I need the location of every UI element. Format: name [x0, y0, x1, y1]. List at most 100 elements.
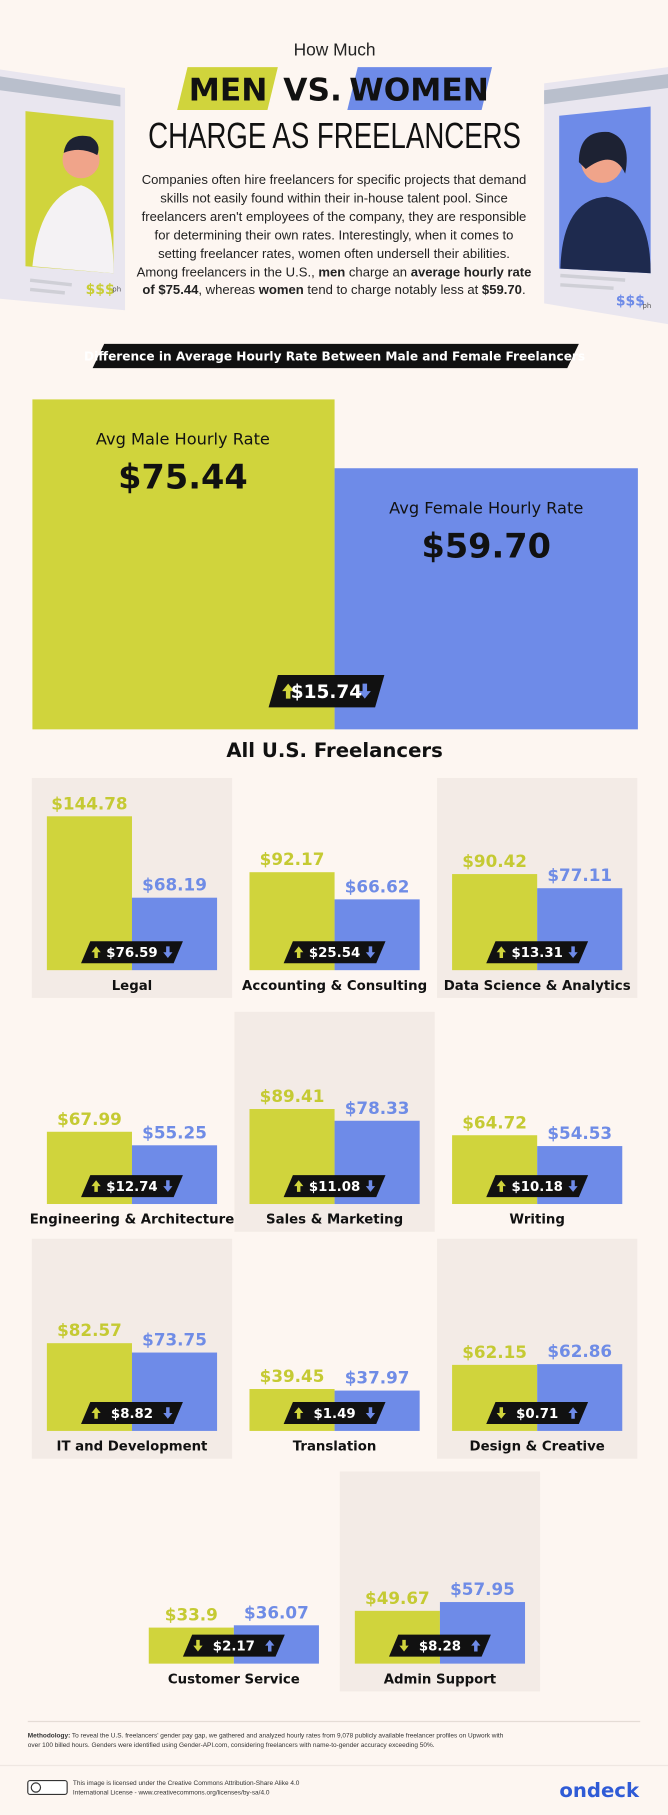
difference-badge [283, 1175, 386, 1198]
intro-bold: women [258, 284, 304, 299]
chart-title: Writing [509, 1213, 564, 1228]
difference-label: $8.82 [111, 1407, 153, 1422]
arrow-icon [365, 1407, 376, 1419]
value-label: $64.72 [462, 1112, 527, 1132]
value-label: $39.45 [260, 1366, 325, 1386]
difference-badge [182, 1634, 285, 1657]
left-illustration: $$$ ph [0, 69, 126, 311]
difference-label: $0.71 [516, 1407, 558, 1422]
chart-title: IT and Development [57, 1440, 209, 1455]
value-label: $89.41 [260, 1086, 325, 1106]
arrow-icon [358, 683, 371, 699]
value-label: $36.07 [244, 1602, 309, 1622]
difference-label: $12.74 [106, 1180, 157, 1195]
difference-label: $10.18 [512, 1180, 563, 1195]
value-label: $62.86 [547, 1341, 612, 1361]
difference-label: $8.28 [419, 1639, 461, 1654]
shirt [32, 185, 114, 274]
value-label: $62.15 [462, 1342, 527, 1362]
card-unit: ph [112, 286, 121, 294]
value-label: $144.78 [51, 793, 127, 813]
banner-text: Difference in Average Hourly Rate Betwee… [84, 350, 585, 364]
intro-text: , whereas [198, 284, 259, 299]
difference-badge [268, 674, 385, 708]
arrow-icon [193, 1639, 203, 1652]
banner [92, 343, 579, 369]
chart-title: All U.S. Freelancers [226, 739, 442, 762]
difference-badge [388, 1634, 491, 1657]
chart-title: Customer Service [168, 1672, 300, 1687]
right-illustration: $$$ ph [544, 67, 668, 325]
arrow-icon [568, 1180, 578, 1192]
bar [32, 399, 335, 730]
arrow-icon [568, 946, 578, 959]
difference-label: $15.74 [291, 682, 363, 703]
card-line [560, 283, 614, 291]
value-label: $57.95 [450, 1579, 515, 1599]
intro-paragraph: Companies often hire freelancers for spe… [137, 172, 532, 301]
series-name: Avg Male Hourly Rate [96, 430, 270, 449]
difference-label: $13.31 [512, 946, 563, 961]
difference-badge [81, 1175, 183, 1198]
title: CHARGE AS FREELANCERS [148, 116, 521, 156]
intro-text: . [521, 284, 526, 299]
arrow-icon [365, 1180, 376, 1192]
difference-badge [486, 941, 589, 964]
card-price: $$$ [86, 282, 115, 298]
value-label: $75.44 [118, 458, 248, 497]
series-name: Avg Female Hourly Rate [389, 498, 583, 517]
value-label: $59.70 [421, 526, 551, 565]
brand-logo: ondeck [559, 1779, 640, 1802]
value-label: $49.67 [365, 1588, 430, 1608]
card-unit: ph [643, 302, 652, 310]
value-label: $67.99 [57, 1109, 122, 1129]
value-label: $37.97 [345, 1368, 410, 1388]
difference-badge [486, 1175, 589, 1198]
kicker: How Much [294, 40, 376, 60]
chart-title: Admin Support [384, 1672, 497, 1687]
value-label: $55.25 [142, 1122, 207, 1142]
difference-label: $2.17 [213, 1639, 255, 1654]
difference-badge [81, 1401, 183, 1424]
arrow-icon [163, 946, 173, 959]
arrow-icon [91, 946, 101, 959]
cc-icon [30, 1782, 42, 1793]
card-bar [544, 74, 668, 105]
title-women: WOMEN [349, 73, 489, 109]
methodology-text: To reveal the U.S. freelancers' gender p… [27, 1733, 504, 1750]
license: This image is licensed under the Creativ… [72, 1780, 300, 1797]
card-line [560, 273, 626, 282]
arrow-icon [496, 1407, 506, 1419]
chart-title: Translation [293, 1440, 377, 1455]
intro-text: charge an [345, 265, 411, 280]
value-label: $66.62 [345, 876, 410, 896]
difference-badge [283, 1401, 386, 1424]
value-label: $54.53 [547, 1123, 612, 1143]
men-highlight [177, 67, 278, 110]
intro-bold: average hourly rate of $75.44 [142, 265, 532, 299]
intro-bold: men [318, 265, 346, 280]
arrow-icon [163, 1407, 173, 1419]
difference-label: $25.54 [309, 946, 360, 961]
chart-title: Accounting & Consulting [242, 979, 427, 994]
difference-badge [81, 941, 183, 964]
chart-title: Design & Creative [470, 1440, 605, 1455]
methodology: Methodology: To reveal the U.S. freelanc… [28, 1732, 514, 1751]
difference-badge [283, 941, 386, 964]
arrow-icon [163, 1180, 173, 1192]
card-bar [0, 76, 121, 107]
women-highlight [347, 67, 493, 110]
difference-label: $76.59 [106, 946, 157, 961]
arrow-icon [496, 946, 506, 959]
intro-text: tend to charge notably less at [303, 284, 482, 299]
value-label: $73.75 [142, 1330, 207, 1350]
methodology-label: Methodology: [27, 1733, 71, 1741]
intro-text: Companies often hire freelancers for spe… [136, 173, 527, 280]
card-line [29, 287, 66, 295]
value-label: $68.19 [142, 875, 207, 895]
card-line [29, 278, 72, 287]
hair [63, 135, 99, 156]
value-label: $92.17 [260, 849, 325, 869]
